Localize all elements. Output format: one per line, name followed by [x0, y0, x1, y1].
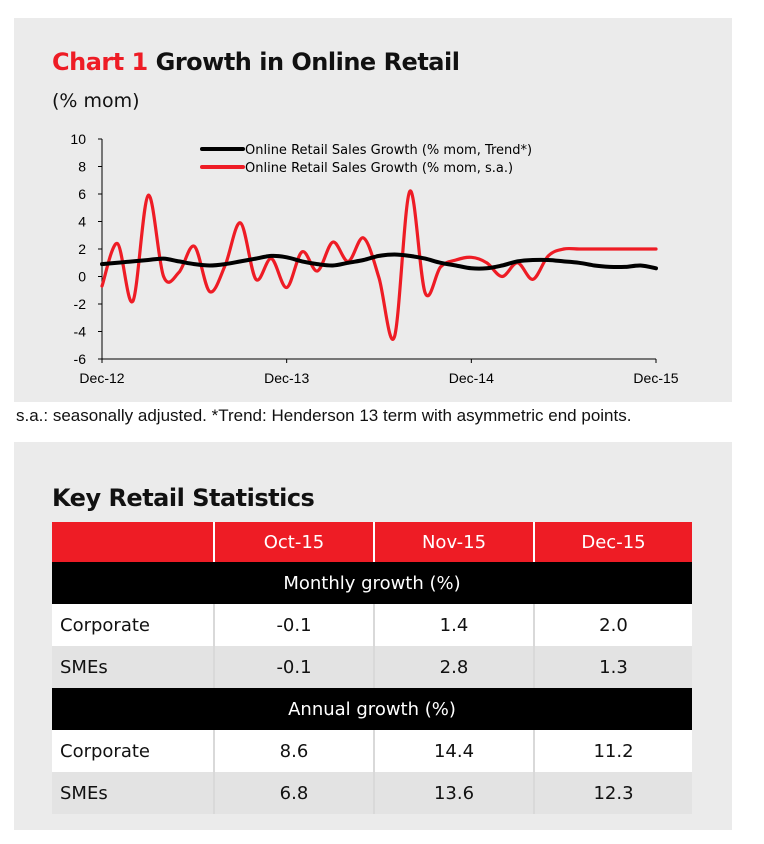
table-cell: 12.3	[533, 772, 692, 814]
section-row-annual: Annual growth (%)	[52, 688, 692, 730]
legend-label: Online Retail Sales Growth (% mom, Trend…	[245, 143, 532, 158]
header-cell-nov: Nov-15	[373, 522, 534, 562]
stats-table: Oct-15 Nov-15 Dec-15 Monthly growth (%) …	[52, 522, 692, 814]
table-cell: 8.6	[213, 730, 374, 772]
table-cell: 6.8	[213, 772, 374, 814]
section-label-monthly: Monthly growth (%)	[52, 562, 692, 604]
table-row: SMEs 6.8 13.6 12.3	[52, 772, 692, 814]
y-tick-label: 2	[78, 241, 86, 257]
y-tick-label: -6	[74, 351, 87, 367]
row-label: Corporate	[52, 730, 214, 772]
chart-footnote: s.a.: seasonally adjusted. *Trend: Hende…	[16, 406, 632, 425]
y-tick-label: 8	[78, 159, 86, 175]
y-tick-label: 6	[78, 186, 86, 202]
header-cell-blank	[52, 522, 214, 562]
table-cell: 2.8	[373, 646, 534, 688]
row-label: SMEs	[52, 772, 214, 814]
legend-label: Online Retail Sales Growth (% mom, s.a.)	[245, 161, 513, 176]
table-row: Corporate -0.1 1.4 2.0	[52, 604, 692, 646]
line-chart: -6 -4 -2 0 2 4 6 8 10 Dec-12 Dec-13 Dec-14 Dec-15 Onl…	[70, 131, 678, 386]
chart-title-text: Growth in Online Retail	[155, 48, 460, 76]
y-tick-label: 4	[78, 214, 86, 230]
chart-subtitle: (% mom)	[52, 90, 140, 112]
stats-title: Key Retail Statistics	[52, 484, 315, 512]
table-cell: 2.0	[533, 604, 692, 646]
x-tick-label: Dec-12	[79, 370, 124, 386]
header-cell-dec: Dec-15	[533, 522, 692, 562]
table-cell: 1.4	[373, 604, 534, 646]
y-tick-label: -4	[74, 324, 87, 340]
table-cell: 14.4	[373, 730, 534, 772]
table-cell: 13.6	[373, 772, 534, 814]
table-row: Corporate 8.6 14.4 11.2	[52, 730, 692, 772]
header-cell-oct: Oct-15	[213, 522, 374, 562]
y-tick-label: 0	[78, 269, 86, 285]
series-line-trend	[100, 252, 658, 271]
row-label: SMEs	[52, 646, 214, 688]
section-row-monthly: Monthly growth (%)	[52, 562, 692, 604]
chart-number: Chart 1	[52, 48, 148, 76]
chart-panel	[14, 18, 732, 402]
table-header-row: Oct-15 Nov-15 Dec-15	[52, 522, 692, 562]
x-tick-label: Dec-13	[264, 370, 309, 386]
section-label-annual: Annual growth (%)	[52, 688, 692, 730]
table-cell: -0.1	[213, 646, 374, 688]
y-tick-label: 10	[70, 131, 86, 147]
chart-title: Chart 1 Growth in Online Retail	[52, 48, 460, 76]
table-cell: -0.1	[213, 604, 374, 646]
table-cell: 11.2	[533, 730, 692, 772]
x-tick-label: Dec-14	[449, 370, 494, 386]
table-row: SMEs -0.1 2.8 1.3	[52, 646, 692, 688]
series-line-sa	[100, 189, 658, 341]
y-tick-label: -2	[74, 296, 87, 312]
x-tick-label: Dec-15	[633, 370, 678, 386]
table-cell: 1.3	[533, 646, 692, 688]
row-label: Corporate	[52, 604, 214, 646]
